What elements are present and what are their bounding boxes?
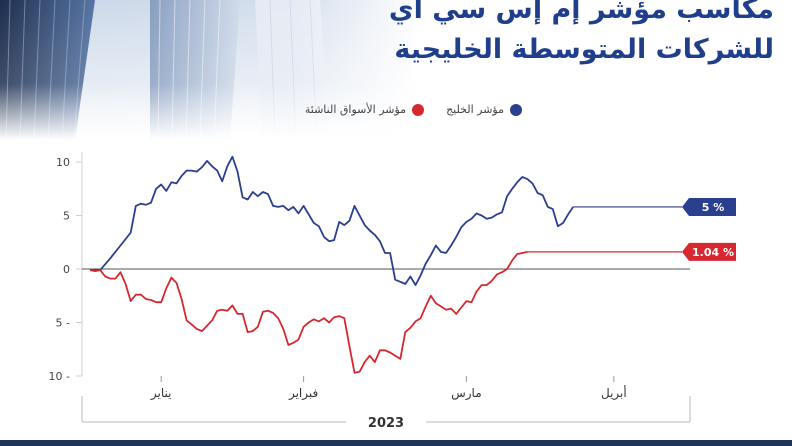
x-tick-label: فبراير: [288, 386, 318, 401]
line-chart: 10 5 0 5 - 10 - يناير فبراير مارس أبريل 5 % 1.04…: [49, 152, 736, 431]
series-layer: [89, 155, 574, 374]
x-axis: يناير فبراير مارس أبريل: [150, 376, 627, 401]
legend-label-gulf: مؤشر الخليج: [446, 103, 504, 116]
y-tick-label: 5: [63, 210, 70, 223]
buildings-photo: [0, 0, 420, 140]
chart-title: مكاسب مؤشر إم إس سي آي للشركات المتوسطة …: [389, 0, 774, 70]
y-tick-label: 10: [56, 156, 70, 169]
end-labels: 5 % 1.04 %: [527, 197, 736, 261]
y-tick-label: 0: [63, 263, 70, 276]
legend: مؤشر الخليج مؤشر الأسواق الناشئة: [305, 103, 522, 116]
end-callout-gulf-label: 5 %: [702, 201, 725, 214]
end-callout-emerging-box: [682, 242, 736, 261]
year-label: 2023: [368, 416, 404, 431]
x-tick-label: يناير: [150, 386, 172, 401]
header-banner: مكاسب مؤشر إم إس سي آي للشركات المتوسطة …: [0, 0, 792, 140]
legend-item-emerging: مؤشر الأسواق الناشئة: [304, 103, 425, 116]
x-tick-label: أبريل: [601, 385, 627, 401]
footer-bar: [0, 440, 792, 446]
legend-swatch-gulf: [510, 103, 522, 116]
legend-label-emerging: مؤشر الأسواق الناشئة: [304, 103, 407, 116]
end-callout-emerging-label: 1.04 %: [692, 246, 734, 259]
title-line-1: مكاسب مؤشر إم إس سي آي: [388, 0, 774, 25]
end-callout-gulf-box: [682, 197, 736, 216]
x-tick-label: مارس: [451, 386, 482, 401]
series-line-gulf: [90, 155, 574, 286]
y-axis: 10 5 0 5 - 10 -: [49, 156, 82, 383]
legend-swatch-emerging: [412, 103, 425, 116]
series-line-emerging: [89, 251, 528, 374]
y-tick-label: 10 -: [49, 370, 70, 383]
y-tick-label: 5 -: [56, 317, 70, 330]
year-bracket: 2023: [81, 396, 691, 431]
legend-item-gulf: مؤشر الخليج: [446, 103, 522, 116]
title-line-2: للشركات المتوسطة الخليجية: [394, 34, 774, 65]
